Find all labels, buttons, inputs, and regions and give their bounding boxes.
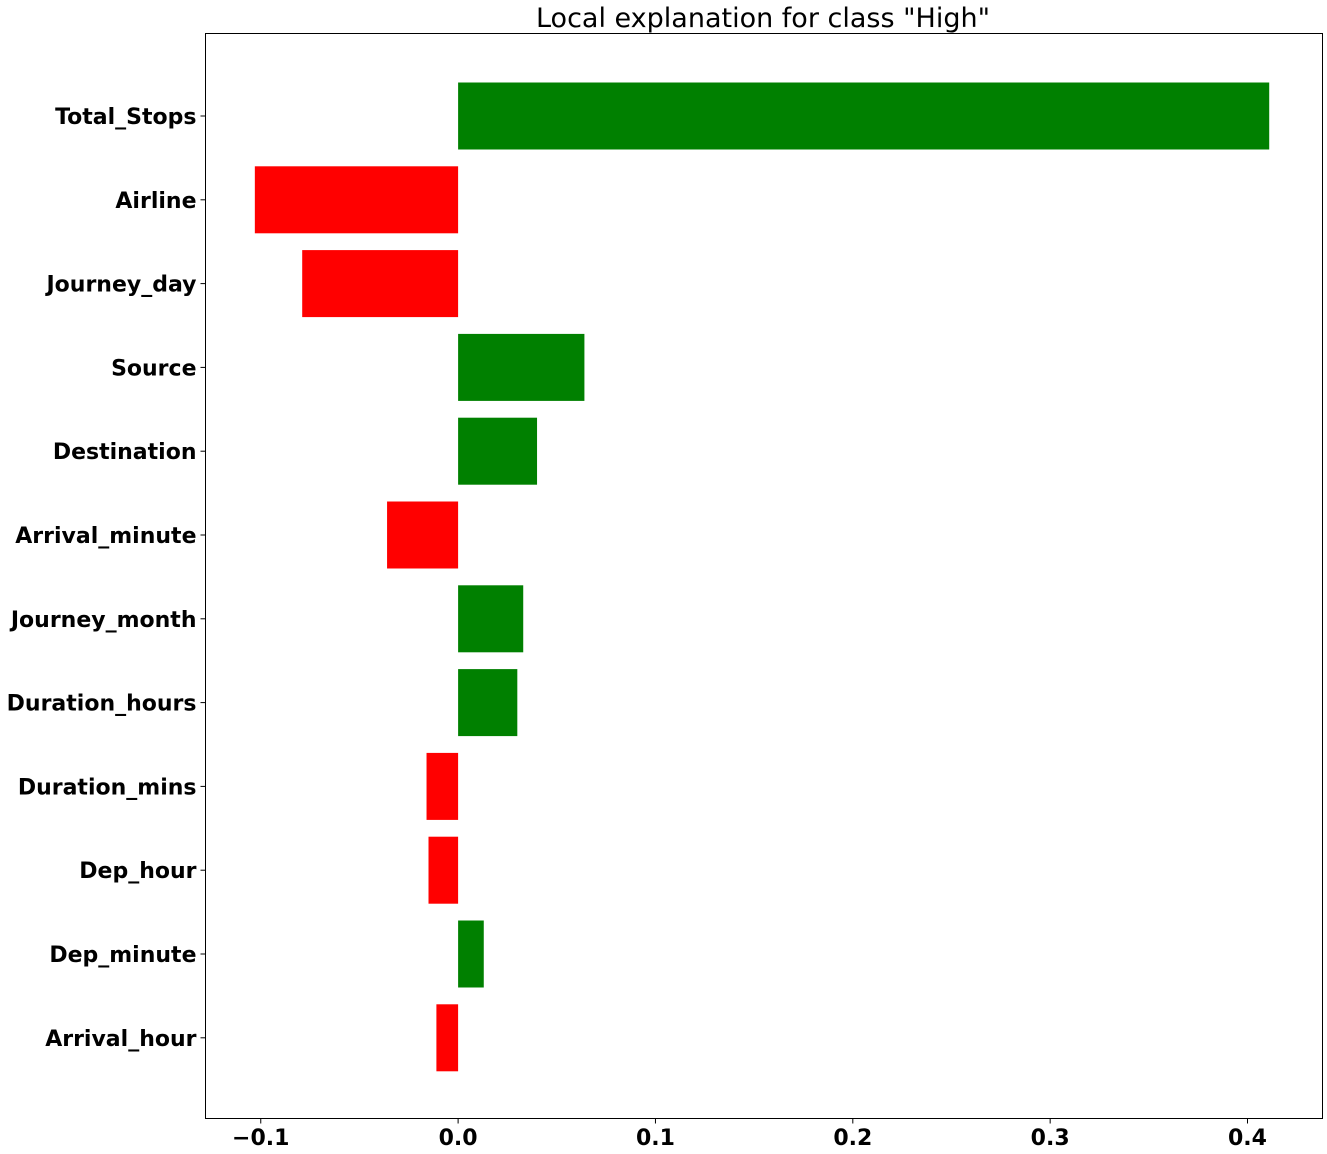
- category-label: Arrival_hour: [45, 1027, 196, 1052]
- bar-dep-minute: [458, 920, 484, 988]
- bar-dep-hour: [428, 836, 459, 904]
- category-label: Journey_month: [9, 608, 197, 633]
- bar-arrival-hour: [436, 1004, 459, 1072]
- x-tick-label: 0.4: [1228, 1126, 1267, 1151]
- x-tick-label: 0.1: [636, 1126, 675, 1151]
- category-label: Journey_day: [45, 273, 197, 298]
- x-tick-label: −0.1: [232, 1126, 289, 1151]
- category-label: Arrival_minute: [15, 524, 196, 549]
- category-label: Duration_hours: [7, 692, 197, 717]
- x-axis-ticks: −0.1 0.0 0.1 0.2 0.3 0.4: [232, 1118, 1267, 1151]
- chart-title: Local explanation for class "High": [536, 3, 990, 34]
- category-labels: Total_Stops Airline Journey_day Source Desti…: [7, 105, 206, 1052]
- bar-journey-day: [302, 250, 459, 318]
- category-label: Total_Stops: [55, 105, 196, 130]
- bar-duration-hours: [458, 669, 518, 737]
- bar-arrival-minute: [387, 501, 459, 569]
- bar-duration-mins: [426, 752, 459, 820]
- plot-frame: [205, 33, 1323, 1119]
- bar-journey-month: [458, 585, 524, 653]
- bar-total-stops: [458, 82, 1270, 150]
- bar-airline: [254, 166, 459, 234]
- category-label: Airline: [115, 189, 196, 214]
- bar-destination: [458, 417, 538, 485]
- x-tick-label: 0.0: [439, 1126, 478, 1151]
- category-label: Dep_hour: [79, 859, 196, 884]
- category-label: Duration_mins: [18, 775, 197, 800]
- category-label: Destination: [53, 440, 197, 465]
- bars-layer: [254, 82, 1270, 1072]
- bar-source: [458, 333, 585, 401]
- x-tick-label: 0.3: [1031, 1126, 1070, 1151]
- category-label: Source: [111, 356, 196, 381]
- category-label: Dep_minute: [49, 943, 196, 968]
- x-tick-label: 0.2: [833, 1126, 872, 1151]
